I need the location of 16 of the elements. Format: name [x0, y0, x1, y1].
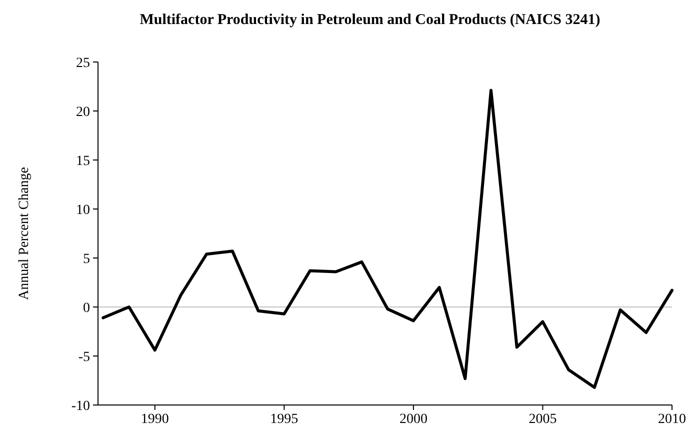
line-series [102, 88, 674, 389]
x-tick-label: 1990 [140, 412, 169, 427]
y-tick-label: 15 [76, 154, 90, 169]
x-tick-label: 2010 [658, 412, 686, 427]
y-tick-label: 0 [83, 300, 90, 316]
y-tick-label: 20 [76, 104, 90, 120]
y-tick-label: -10 [71, 398, 90, 414]
x-tick-label: 2000 [399, 412, 428, 427]
chart-title: Multifactor Productivity in Petroleum and Coal Products (NAICS 3241) [140, 12, 600, 28]
y-tick-label: 5 [83, 252, 90, 267]
x-tick-label: 2005 [528, 412, 557, 427]
x-tick-label: 1995 [270, 412, 298, 427]
y-tick-label: 25 [76, 56, 90, 71]
y-tick-label: 10 [76, 202, 90, 218]
y-axis-title: Annual Percent Change [17, 167, 32, 300]
y-tick-label: -5 [78, 350, 90, 365]
